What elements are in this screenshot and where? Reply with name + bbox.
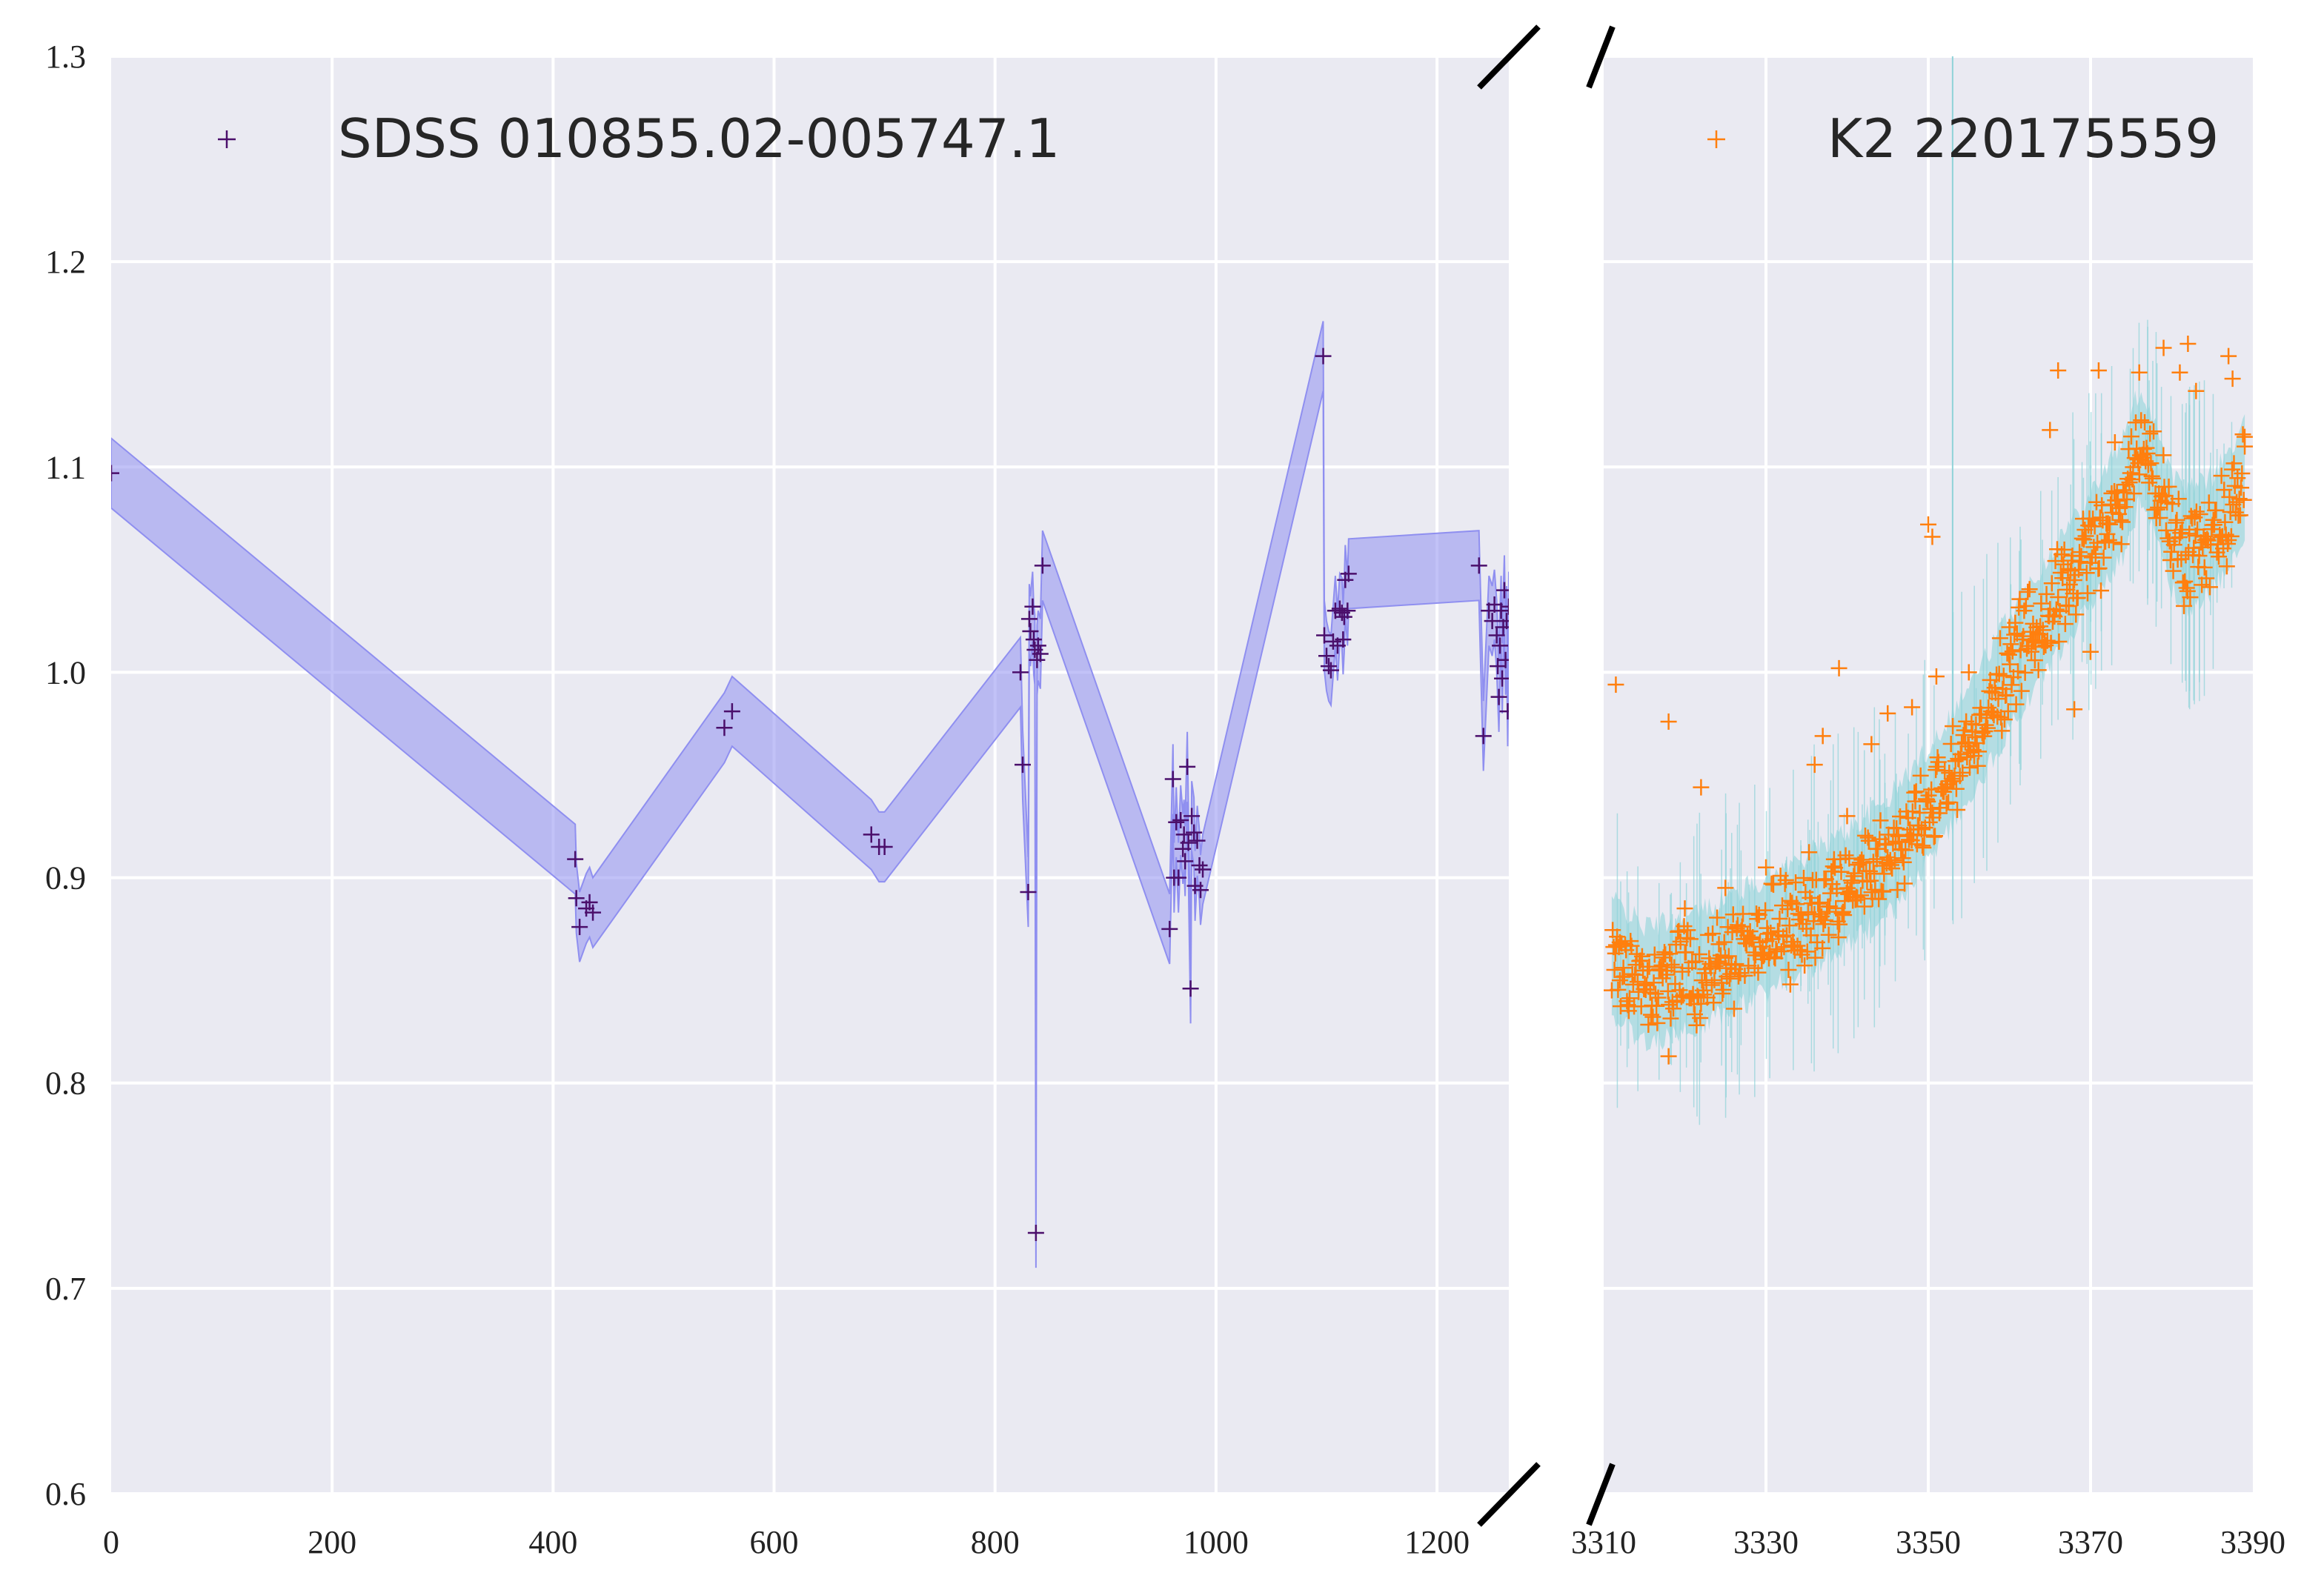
y-tick-label: 1.1 [45, 449, 86, 485]
x-tick-label: 800 [971, 1524, 1020, 1560]
y-tick-label: 0.9 [45, 860, 86, 897]
x-tick-label: 1000 [1183, 1524, 1249, 1560]
x-ticks-left: 0 200 400 600 800 1000 1200 [103, 1524, 1470, 1560]
confidence-band [111, 321, 1509, 1268]
y-tick-label: 0.8 [45, 1065, 86, 1102]
legend-label: K2 220175559 [1827, 107, 2219, 170]
y-tick-label: 1.2 [45, 244, 86, 280]
break-mark [1586, 1463, 1616, 1526]
break-mark [1477, 1462, 1541, 1527]
x-tick-label: 3330 [1733, 1524, 1799, 1560]
x-tick-label: 400 [528, 1524, 577, 1560]
legend-label: SDSS 010855.02-005747.1 [338, 107, 1060, 170]
x-tick-label: 3370 [2058, 1524, 2123, 1560]
y-tick-label: 0.6 [45, 1476, 86, 1512]
x-tick-label: 3350 [1896, 1524, 1961, 1560]
series-left [111, 321, 1509, 1268]
y-tick-label: 1.0 [45, 654, 86, 691]
x-tick-label: 200 [308, 1524, 356, 1560]
axis-break-marks [1477, 24, 1616, 1527]
x-tick-label: 3310 [1571, 1524, 1636, 1560]
legend-right: K2 220175559 [1707, 107, 2219, 170]
x-tick-label: 600 [750, 1524, 799, 1560]
y-ticks: 0.6 0.7 0.8 0.9 1.0 1.1 1.2 1.3 [45, 39, 86, 1512]
x-ticks-right: 3310 3330 3350 3370 3390 [1571, 1524, 2285, 1560]
y-tick-label: 1.3 [45, 39, 86, 75]
x-tick-label: 0 [103, 1524, 119, 1560]
y-tick-label: 0.7 [45, 1271, 86, 1307]
x-tick-label: 1200 [1404, 1524, 1470, 1560]
legend-left: SDSS 010855.02-005747.1 [218, 107, 1060, 170]
series-right [1604, 56, 2253, 1125]
break-mark [1477, 24, 1541, 90]
x-tick-label: 3390 [2220, 1524, 2285, 1560]
break-mark [1586, 25, 1616, 89]
